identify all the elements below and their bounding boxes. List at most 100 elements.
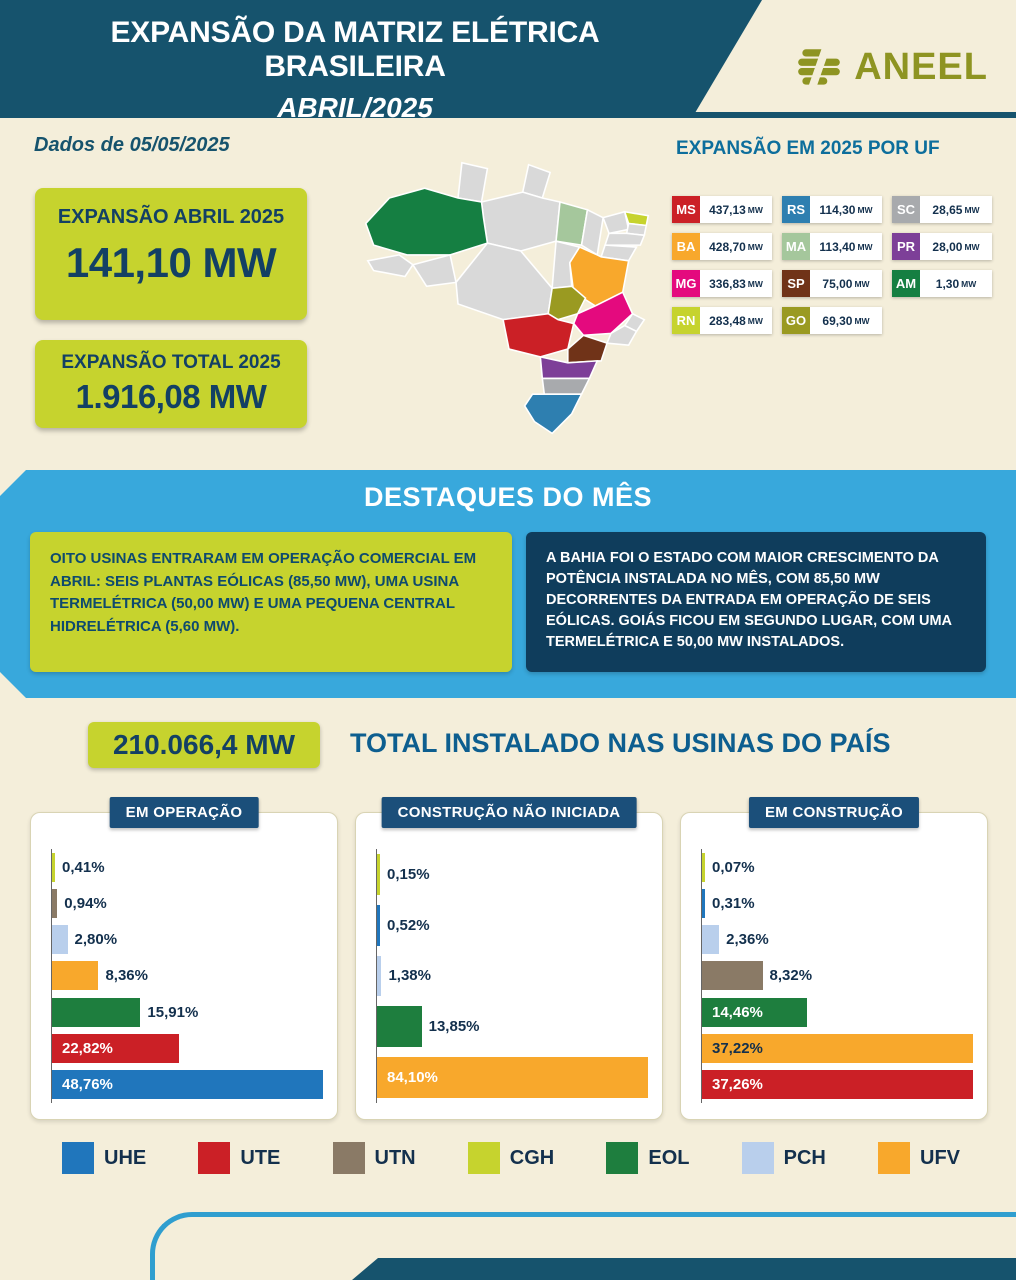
map-state-pa <box>480 191 561 252</box>
aneel-logo: ANEEL <box>794 46 988 89</box>
legend-swatch-cgh <box>467 1142 500 1174</box>
legend-label: UTN <box>374 1146 416 1169</box>
stat-value-april: 141,10 MW <box>65 239 277 286</box>
highlights-title: DESTAQUES DO MÊS <box>363 482 653 512</box>
uf-chip-code: MG <box>672 270 700 297</box>
bar-value-label: 37,26% <box>712 1076 763 1094</box>
bar-value-label: 15,91% <box>147 1003 199 1021</box>
bar-row-utn: 0,94% <box>52 885 323 921</box>
uf-chip-code: GO <box>782 307 810 334</box>
legend-item-ute: UTE <box>198 1142 280 1174</box>
uf-chip-pr: PR 28,00 MW <box>892 233 992 260</box>
bar-row-utn: 8,32% <box>702 958 973 994</box>
legend-item-eol: EOL <box>606 1142 689 1174</box>
legend-swatch-ute <box>198 1142 231 1174</box>
chart-card-nao-iniciada: CONSTRUÇÃO NÃO INICIADA 0,15% 0,52% 1,38% 1… <box>355 797 663 1120</box>
uf-chip-value: 283,48 MW <box>700 307 772 334</box>
map-state-pr <box>539 355 599 380</box>
bar-pch <box>702 925 720 955</box>
chart-bars: 0,07% 0,31% 2,36% 8,32% 14,46% 37,22% 37,26% <box>701 849 973 1103</box>
uf-chip-value: 113,40 MW <box>810 233 882 260</box>
bar-cgh <box>702 852 705 882</box>
chart-card-operacao: EM OPERAÇÃO 0,41% 0,94% 2,80% 8,36% 15,91% 22… <box>30 797 338 1120</box>
uf-chip-value: 336,83 MW <box>700 270 772 297</box>
aneel-logo-icon <box>798 46 841 89</box>
map-state-pe <box>603 232 646 246</box>
text-segment: DECORRENTES DA ENTRADA EM OPERAÇÃO DE SE… <box>546 592 931 630</box>
bar-row-ufv: 37,22% <box>702 1030 973 1066</box>
legend-item-cgh: CGH <box>467 1142 555 1174</box>
text-segment: A <box>546 550 560 566</box>
bar-ufv: 84,10% <box>377 1057 648 1098</box>
legend-label: CGH <box>509 1146 555 1169</box>
chart-title: EM CONSTRUÇÃO <box>748 797 920 828</box>
bar-value-label: 0,15% <box>387 865 430 883</box>
uf-chip-code: MS <box>672 196 700 223</box>
map-state-rs <box>523 393 583 435</box>
map-state-ac <box>366 254 414 278</box>
map-state-mt <box>455 242 553 321</box>
uf-chip-value: 28,65 MW <box>920 196 992 223</box>
uf-grid: MS 437,13 MW BA 428,70 MW MG 336,83 MW RN 283,48 MW… <box>672 196 992 334</box>
total-installed-title: TOTAL INSTALADO NAS USINAS DO PAÍS <box>350 728 891 758</box>
chart-bars: 0,41% 0,94% 2,80% 8,36% 15,91% 22,82% 48,76% <box>51 849 323 1103</box>
uf-chip-ma: MA 113,40 MW <box>782 233 882 260</box>
bar-value-label: 1,38% <box>388 967 431 985</box>
header-banner <box>0 0 762 118</box>
stat-label-total: EXPANSÃO TOTAL 2025 <box>61 352 281 373</box>
uf-chip-code: SP <box>782 270 810 297</box>
total-installed-value: 210.066,4 MW <box>88 722 320 768</box>
bar-value-label: 13,85% <box>428 1018 480 1036</box>
bar-row-ufv: 8,36% <box>52 958 323 994</box>
legend-label: UFV <box>920 1146 960 1169</box>
text-segment: 85,50 MW <box>813 571 880 588</box>
bar-value-label: 8,36% <box>105 967 148 985</box>
legend-swatch-ufv <box>878 1142 910 1174</box>
bar-value-label: 0,52% <box>387 916 430 934</box>
bar-row-ute: 37,26% <box>702 1067 973 1103</box>
uf-chip-value: 28,00 MW <box>920 233 992 260</box>
bar-value-label: 2,36% <box>726 931 769 949</box>
uf-chip-code: SC <box>892 196 920 223</box>
text-segment: FOI O ESTADO COM MAIOR CRESCIMENTO DA PO… <box>546 550 939 588</box>
bar-ute: 22,82% <box>52 1034 179 1064</box>
map-state-mg <box>572 291 634 337</box>
aneel-logo-text: ANEEL <box>854 46 988 88</box>
text-segment: BAHIA <box>559 550 606 566</box>
bar-row-eol: 14,46% <box>702 994 973 1030</box>
uf-chip-mg: MG 336,83 MW <box>672 270 772 297</box>
uf-chip-ms: MS 437,13 MW <box>672 196 772 223</box>
legend-item-utn: UTN <box>332 1142 416 1174</box>
bar-row-cgh: 0,07% <box>702 849 973 885</box>
stat-box-total: EXPANSÃO TOTAL 2025 1.916,08 MW <box>35 340 307 428</box>
legend-label: UTE <box>240 1146 281 1169</box>
uf-chip-value: 428,70 MW <box>700 233 772 260</box>
chart-card-em-construcao: EM CONSTRUÇÃO 0,07% 0,31% 2,36% 8,32% 14,46%… <box>680 797 988 1120</box>
bar-row-eol: 13,85% <box>377 1001 648 1052</box>
bar-value-label: 48,76% <box>62 1076 113 1094</box>
header-underline <box>690 112 1016 118</box>
legend-label: PCH <box>783 1146 826 1169</box>
bar-value-label: 8,32% <box>769 967 813 985</box>
bar-row-cgh: 0,41% <box>52 849 323 885</box>
map-state-am <box>364 187 489 256</box>
legend: UHE UTE UTN CGH EOL PCH UFV <box>62 1142 960 1174</box>
uf-chip-code: PR <box>892 233 920 260</box>
bar-value-label: 2,80% <box>74 931 118 949</box>
uf-chip-value: 437,13 MW <box>700 196 772 223</box>
uf-chip-value: 114,30 MW <box>810 196 882 223</box>
chart-title: EM OPERAÇÃO <box>109 797 259 828</box>
bar-ufv <box>52 961 99 991</box>
uf-panel-title: EXPANSÃO EM 2025 POR UF <box>676 138 940 159</box>
bar-value-label: 22,82% <box>62 1040 113 1058</box>
bar-value-label: 0,94% <box>64 894 107 912</box>
legend-item-pch: PCH <box>741 1142 826 1174</box>
legend-label: EOL <box>648 1146 690 1169</box>
text-segment: FICOU EM SEGUNDO LUGAR, COM UMA TERMELÉT… <box>546 613 952 651</box>
text-segment: 50,00 MW <box>676 634 743 651</box>
uf-chip-value: 69,30 MW <box>810 307 882 334</box>
map-state-rj <box>605 324 638 346</box>
stat-box-april: EXPANSÃO ABRIL 2025 141,10 MW <box>35 188 307 320</box>
uf-chip-value: 75,00 MW <box>810 270 882 297</box>
bar-eol: 14,46% <box>702 997 808 1027</box>
